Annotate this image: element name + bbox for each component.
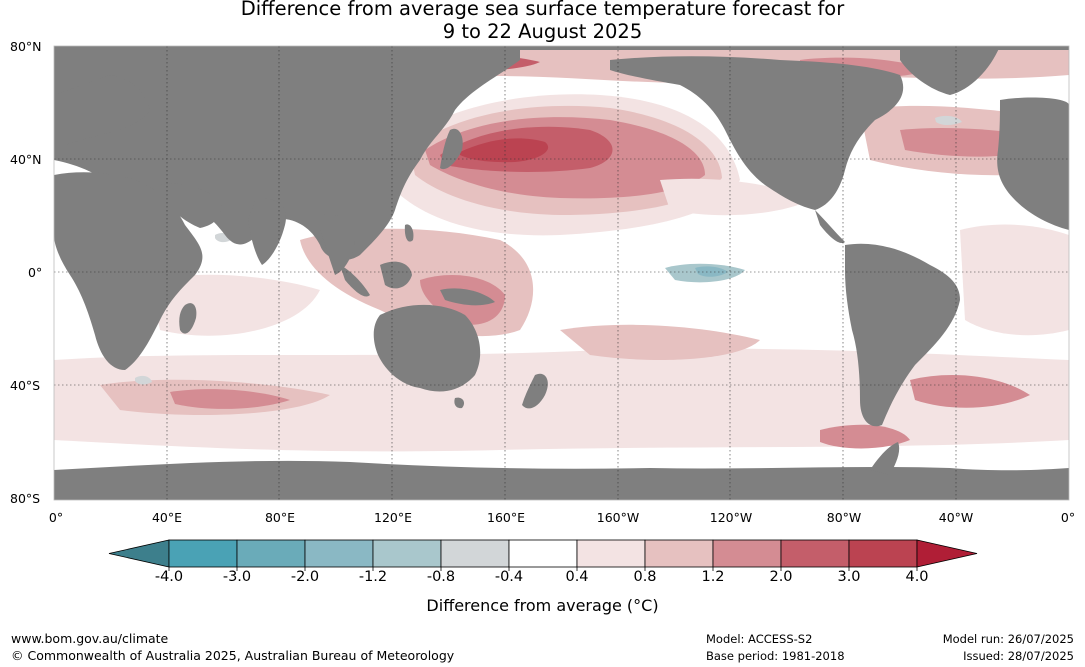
lon-label-40e: 40°E [151,510,183,525]
atlantic-tropical-warm [960,224,1069,336]
colorbar-tick-label: 3.0 [837,569,861,585]
title-line-2: 9 to 22 August 2025 [442,20,643,43]
colorbar-segment [780,539,850,568]
lat-label-40n: 40°N [10,152,42,167]
colorbar-tick-label: -0.8 [426,569,456,585]
land-japan [440,128,463,170]
land-europe-west [997,97,1069,231]
lon-label-120w: 120°W [709,510,753,525]
lat-label-80s: 80°S [10,491,41,506]
map-gridlines [54,46,1069,500]
lon-label-0-east: 0° [1060,510,1076,525]
southern-ocean-warm-band [54,348,1069,452]
footer-website: www.bom.gov.au/climate [11,631,169,646]
land-new-guinea [440,288,495,306]
footer-base-period: Base period: 1981-2018 [706,649,845,663]
hudson-bay-cool-patch [935,115,962,125]
colorbar-extend-low [108,539,170,568]
colorbar-segment [508,539,578,568]
southern-ocean-warm-indian-core [170,389,290,409]
colorbar-tick-label: 0.8 [633,569,657,585]
colorbar-tick-label: 1.2 [701,569,725,585]
lon-label-120e: 120°E [373,510,413,525]
drake-passage-warm [820,424,910,449]
map-title: Difference from average sea surface temp… [0,0,1085,43]
footer-issued: Issued: 28/07/2025 [963,649,1074,663]
colorbar-segment [304,539,374,568]
land-greenland [900,46,1000,95]
colorbar-segment [440,539,510,568]
land-philippines [404,224,414,242]
colorbar-tick-label: -2.0 [290,569,320,585]
colorbar-label: Difference from average (°C) [426,596,659,615]
south-pacific-warm [560,324,760,360]
colorbar-tick-marks [168,567,918,571]
land-masses [54,46,1069,500]
land-madagascar [179,303,197,334]
lat-label-0: 0° [28,265,43,280]
land-arabia [160,183,222,228]
lon-label-80w: 80°W [826,510,862,525]
equatorial-pacific-cool-core [695,266,728,277]
lon-label-40w: 40°W [938,510,974,525]
colorbar-segments [108,539,978,568]
colorbar-segment [644,539,714,568]
land-central-america [815,210,845,244]
colorbar-segment [576,539,646,568]
land-south-america [845,243,960,427]
land-new-zealand [522,373,548,409]
lon-label-160e: 160°E [486,510,526,525]
colorbar-tick-label: 0.4 [565,569,589,585]
footer-model: Model: ACCESS-S2 [706,632,813,646]
land-australia [373,304,481,392]
land-india [248,198,286,265]
land-antarctica [54,460,1069,500]
land-sumatra [340,265,370,297]
colorbar-tick-label: -1.2 [358,569,388,585]
southern-ocean-warm-atlantic [910,375,1030,408]
land-antarctic-peninsula [870,442,900,475]
land-eurasia-north-coast [300,46,1069,50]
land-southeast-asia [320,214,355,275]
land-tasmania [454,397,465,409]
map-frame [53,45,1070,501]
colorbar-segment [236,539,306,568]
colorbar-segment [848,539,918,568]
lat-label-80n: 80°N [10,39,42,54]
colorbar-tick-label: 4.0 [905,569,929,585]
lon-label-80e: 80°E [264,510,296,525]
south-indian-cool-patch [135,375,152,385]
footer-copyright: © Commonwealth of Australia 2025, Austra… [11,648,455,663]
colorbar-segment [712,539,782,568]
colorbar-tick-label: -0.4 [494,569,524,585]
north-pacific-warm-peak [460,138,549,163]
colorbar-tick-label: -4.0 [154,569,184,585]
colorbar-segment [168,539,238,568]
lon-label-160w: 160°W [596,510,640,525]
footer-model-run: Model run: 26/07/2025 [942,632,1074,646]
colorbar-tick-label: 2.0 [769,569,793,585]
land-europe-scandinavia [54,75,150,148]
colorbar-segment [372,539,442,568]
map-plot-area [54,46,1069,500]
land-africa [54,172,203,370]
lon-label-0-west: 0° [48,510,64,525]
colorbar-extend-high [916,539,978,568]
land-north-america [610,56,904,210]
colorbar-tick-label: -3.0 [222,569,252,585]
title-line-1: Difference from average sea surface temp… [240,0,845,20]
lat-label-40s: 40°S [10,378,41,393]
land-borneo [380,261,412,289]
land-eurasia [54,46,520,261]
